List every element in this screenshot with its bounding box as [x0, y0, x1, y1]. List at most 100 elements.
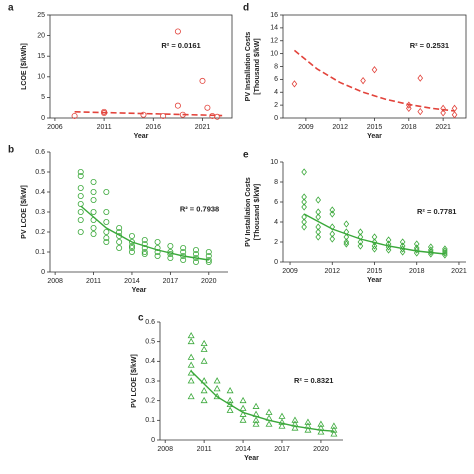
marker	[77, 192, 84, 199]
y-tick-label: 8	[274, 63, 278, 70]
marker	[329, 210, 336, 218]
marker	[440, 109, 446, 117]
y-tick-label: 15	[37, 53, 45, 60]
marker	[399, 248, 406, 256]
x-tick-label: 2006	[47, 124, 63, 131]
marker	[330, 430, 338, 437]
marker	[239, 396, 247, 404]
x-tick-label: 2018	[409, 268, 425, 275]
x-tick-label: 2011	[97, 124, 112, 131]
r-squared: R² = 0.7938	[180, 205, 219, 214]
y-axis-label: PV LCOE [$/kW]	[131, 354, 138, 408]
y-axis-label: LCOE [$/kWh]	[21, 43, 28, 90]
marker	[239, 410, 247, 417]
x-tick-label: 2017	[274, 446, 290, 453]
r-squared: R² = 0.0161	[161, 41, 200, 50]
x-tick-label: 2009	[298, 124, 314, 131]
y-tick-label: 0.6	[145, 319, 155, 326]
marker	[301, 223, 307, 231]
marker	[330, 422, 338, 429]
marker	[128, 244, 135, 251]
marker	[278, 418, 286, 425]
y-tick-label: 0.4	[145, 358, 155, 365]
x-tick-label: 2014	[124, 278, 140, 285]
panel-label: d	[243, 3, 249, 14]
marker	[343, 233, 350, 241]
marker	[205, 248, 212, 255]
marker	[343, 240, 350, 248]
y-tick-label: 14	[270, 25, 278, 32]
marker	[77, 200, 84, 207]
y-tick-label: 0.2	[35, 229, 45, 236]
marker	[385, 246, 392, 254]
marker	[141, 248, 148, 255]
r-squared: R² = 0.8321	[294, 376, 333, 385]
marker	[90, 196, 97, 203]
marker	[180, 244, 187, 251]
y-tick-label: 0.5	[145, 339, 155, 346]
trend-line	[80, 205, 209, 261]
y-tick-label: 0.2	[145, 398, 155, 405]
y-tick-label: 20	[37, 32, 45, 39]
y-tick-label: 4	[274, 219, 278, 226]
y-tick-label: 0	[41, 115, 45, 122]
marker	[187, 337, 195, 345]
x-tick-label: 2008	[47, 278, 63, 285]
marker	[239, 404, 247, 411]
marker	[343, 228, 350, 236]
marker	[141, 236, 148, 243]
marker	[226, 396, 234, 404]
marker	[252, 416, 260, 423]
x-tick-label: 2020	[201, 278, 217, 285]
marker	[167, 254, 174, 261]
marker	[343, 220, 350, 228]
marker	[214, 113, 221, 120]
marker	[187, 331, 195, 339]
y-tick-label: 0.1	[145, 417, 155, 424]
marker	[278, 412, 286, 419]
marker	[90, 224, 97, 231]
marker	[154, 238, 161, 245]
marker	[187, 353, 195, 360]
marker	[315, 213, 321, 221]
marker	[413, 240, 420, 248]
marker	[103, 238, 110, 245]
marker	[329, 235, 336, 243]
marker	[317, 420, 325, 427]
x-tick-label: 2011	[197, 446, 212, 453]
y-tick-label: 4	[274, 89, 278, 96]
y-axis-label: [Thousand $/kW]	[254, 38, 261, 94]
x-tick-label: 2016	[146, 124, 162, 131]
x-tick-label: 2011	[86, 278, 101, 285]
marker	[103, 228, 110, 235]
y-tick-label: 0	[151, 437, 155, 444]
y-axis-label: PV LCOE [$/kW]	[21, 185, 28, 239]
marker	[77, 216, 84, 223]
marker	[330, 426, 338, 433]
y-tick-label: 5	[41, 94, 45, 101]
marker	[116, 238, 123, 245]
marker	[265, 420, 273, 427]
x-tick-label: 2020	[313, 446, 329, 453]
marker	[128, 242, 135, 249]
x-tick-label: 2015	[367, 268, 383, 275]
marker	[440, 104, 446, 113]
x-axis-label: Year	[367, 277, 382, 284]
y-tick-label: 12	[270, 38, 278, 45]
y-tick-label: 0.6	[35, 149, 45, 156]
marker	[77, 172, 84, 179]
marker	[291, 424, 299, 431]
y-tick-label: 2	[274, 102, 278, 109]
y-tick-label: 0.5	[35, 169, 45, 176]
marker	[301, 203, 307, 211]
r-squared: R² = 0.7781	[417, 207, 456, 216]
marker	[343, 238, 350, 246]
marker	[406, 104, 412, 113]
y-tick-label: 10	[270, 159, 278, 166]
trend-line	[293, 49, 455, 112]
marker	[301, 218, 307, 226]
marker	[357, 228, 364, 236]
marker	[371, 242, 378, 250]
marker	[278, 422, 286, 429]
